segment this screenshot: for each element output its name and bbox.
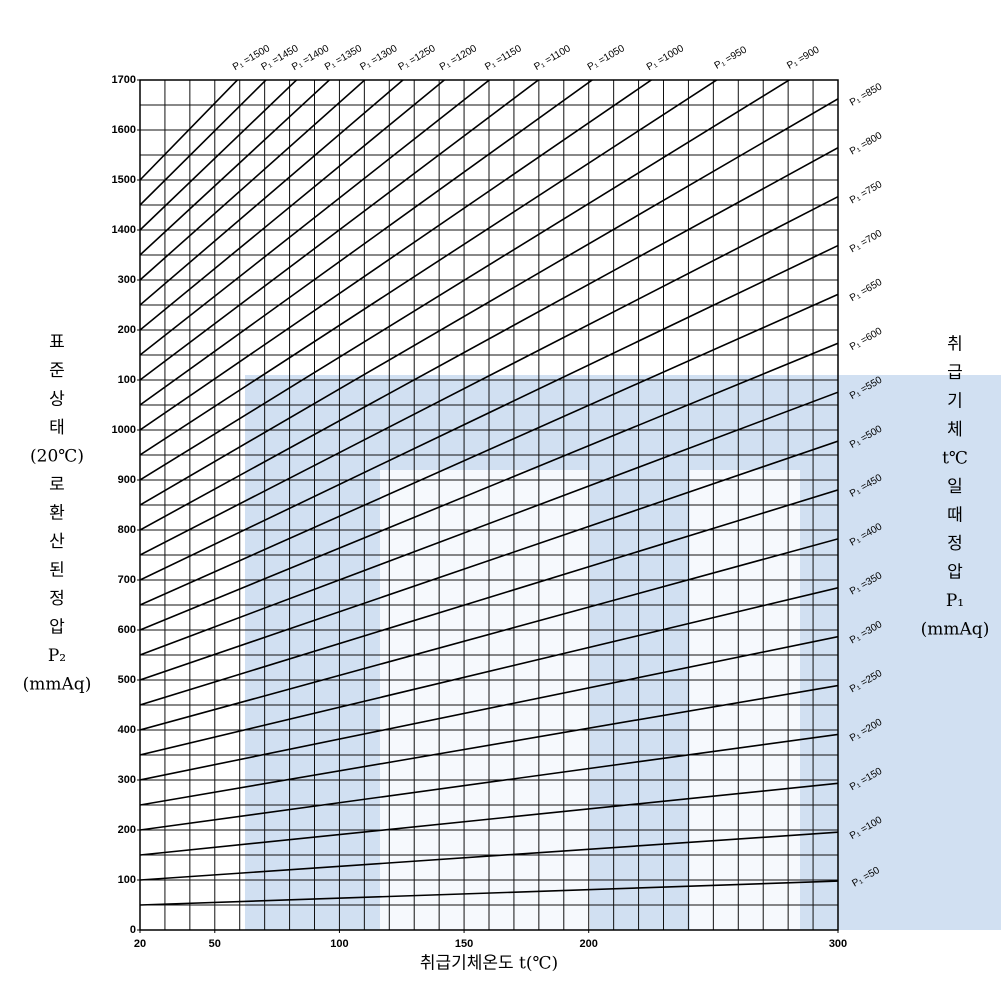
series-label: P₁ =1350 [323, 43, 364, 73]
y-tick-label: 200 [118, 824, 136, 836]
series-line [140, 98, 838, 506]
series-line [140, 80, 405, 306]
x-axis-title: 취급기체온도 t(℃) [420, 954, 558, 974]
series-line [140, 831, 838, 881]
lines [140, 80, 838, 906]
y-axis-title: 산 [49, 532, 65, 552]
series-label: P₁ =750 [848, 179, 884, 206]
series-line [140, 342, 838, 631]
x-tick-label: 300 [829, 938, 847, 950]
y-tick-label: 100 [118, 374, 136, 386]
series-line [140, 538, 838, 731]
y-axis-title: 된 [49, 561, 65, 581]
series-line [140, 80, 791, 481]
y-tick-label: 1600 [112, 124, 136, 136]
series-line [140, 80, 446, 331]
series-label: P₁ =700 [848, 228, 884, 255]
y-tick-label: 1700 [112, 74, 136, 86]
series-line [140, 80, 540, 381]
y2-axis-title: (mmAq) [921, 620, 990, 640]
y2-axis-title: 압 [947, 563, 963, 583]
y-tick-label: 300 [118, 774, 136, 786]
watermark-cutout [380, 470, 800, 930]
series-line [140, 244, 838, 581]
y-tick-label: 1400 [112, 224, 136, 236]
series-line [140, 440, 838, 681]
y-axis-title: 로 [49, 475, 65, 495]
y-axis-title: (20℃) [30, 447, 84, 467]
series-line [140, 80, 268, 206]
series-line [140, 80, 298, 231]
series-label: P₁ =1300 [358, 43, 399, 73]
y-axis-title: 정 [49, 589, 65, 609]
series-line [140, 80, 719, 456]
series-label: P₁ =1000 [645, 43, 686, 73]
y-tick-label: 900 [118, 474, 136, 486]
y-tick-label: 400 [118, 724, 136, 736]
series-line [140, 684, 838, 806]
x-tick-label: 200 [580, 938, 598, 950]
x-tick-label: 20 [134, 938, 146, 950]
y2-axis-title: 정 [947, 534, 963, 554]
series-label: P₁ =1050 [586, 43, 627, 73]
watermark [245, 375, 1001, 930]
y2-axis-title: 취 [947, 335, 963, 355]
series-line [140, 80, 331, 256]
series-label: P₁ =900 [785, 44, 821, 71]
series-line [140, 80, 653, 431]
y-axis-title: 압 [49, 618, 65, 638]
y-tick-label: 800 [118, 524, 136, 536]
series-label: P₁ =1200 [438, 43, 479, 73]
series-label: P₁ =950 [713, 44, 749, 71]
series-line [140, 80, 366, 281]
y2-axis-title: t℃ [942, 449, 968, 469]
series-line [140, 489, 838, 706]
x-tick-label: 50 [209, 938, 221, 950]
series-line [140, 147, 838, 531]
series-line [140, 391, 838, 656]
y-tick-label: 500 [118, 674, 136, 686]
series-line [140, 733, 838, 831]
y-axis-title: 준 [49, 361, 65, 381]
y2-axis-title: 일 [947, 477, 963, 497]
series-label: P₁ =850 [848, 81, 884, 108]
series-line [140, 195, 838, 556]
y-axis-title: (mmAq) [23, 675, 92, 695]
y-axis-title: 상 [49, 390, 65, 410]
y-axis-title: 표 [49, 333, 65, 353]
series-line [140, 635, 838, 781]
y-tick-label: 700 [118, 574, 136, 586]
y-tick-label: 200 [118, 324, 136, 336]
y-tick-label: 1500 [112, 174, 136, 186]
x-tick-label: 150 [455, 938, 473, 950]
y-tick-label: 0 [130, 924, 136, 936]
series-line [140, 782, 838, 856]
y-axis-title: P₂ [48, 646, 66, 666]
series-label: P₁ =650 [848, 277, 884, 304]
y2-axis-title: P₁ [946, 591, 964, 611]
y2-axis-title: 급 [947, 363, 963, 383]
y2-axis-title: 때 [947, 506, 963, 526]
y-tick-label: 100 [118, 874, 136, 886]
y-tick-label: 300 [118, 274, 136, 286]
series-label: P₁ =1250 [397, 43, 438, 73]
series-label: P₁ =800 [848, 130, 884, 157]
y-tick-label: 1000 [112, 424, 136, 436]
x-tick-label: 100 [330, 938, 348, 950]
series-label: P₁ =600 [848, 326, 884, 353]
y2-axis-title: 체 [947, 420, 963, 440]
y2-axis-title: 기 [947, 392, 963, 412]
series-line [140, 880, 838, 906]
series-line [140, 293, 838, 606]
y-axis-title: 태 [49, 418, 65, 438]
series-line [140, 80, 491, 356]
series-label: P₁ =1150 [483, 43, 524, 73]
series-label: P₁ =1100 [532, 43, 573, 73]
y-axis-title: 환 [49, 504, 65, 524]
y-tick-label: 600 [118, 624, 136, 636]
series-line [140, 586, 838, 756]
series-line [140, 80, 594, 406]
